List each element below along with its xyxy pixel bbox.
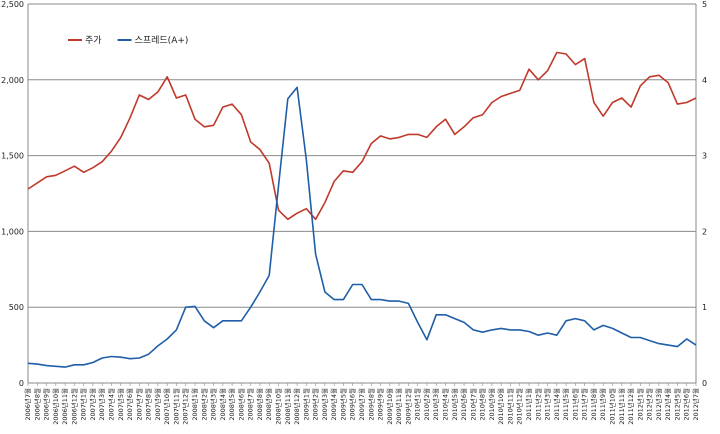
legend-label-1: 주가 [85, 35, 102, 46]
x-tick-label: 2010년4월 [441, 388, 450, 421]
x-tick-label: 2009년10월 [385, 388, 394, 425]
y2-tick-label: 0 [702, 379, 707, 388]
x-tick-label: 2010년6월 [459, 388, 468, 421]
y-axis-left: 0 500 1,000 1,500 2,000 2,500 [1, 0, 24, 388]
x-tick-label: 2008년10월 [274, 388, 283, 425]
x-tick-label: 2011년4월 [552, 388, 561, 421]
x-tick-label: 2008년4월 [218, 388, 227, 421]
y-axis-right: 0 1 2 3 4 5 [702, 0, 707, 388]
x-tick-label: 2008년3월 [209, 388, 218, 421]
x-tick-label: 2010년10월 [496, 388, 505, 425]
x-tick-label: 2011년5월 [561, 388, 570, 421]
y-tick-label: 0 [19, 379, 24, 388]
x-tick-label: 2011년10월 [608, 388, 617, 425]
legend: 주가 스프레드(A+) [68, 35, 188, 46]
x-tick-label: 2010년7월 [468, 388, 477, 421]
x-tick-label: 2012년4월 [663, 388, 672, 421]
x-tick-label: 2011년12월 [626, 388, 635, 425]
x-tick-label: 2007년4월 [107, 388, 116, 421]
gridlines [28, 3, 696, 384]
x-tick-label: 2010년8월 [478, 388, 487, 421]
x-tick-label: 2008년8월 [255, 388, 264, 421]
x-tick-label: 2012년3월 [654, 388, 663, 421]
x-tick-label: 2008년2월 [199, 388, 208, 421]
x-tick-label: 2007년9월 [153, 388, 162, 421]
x-tick-label: 2010년5월 [450, 388, 459, 421]
x-tick-label: 2011년8월 [589, 388, 598, 421]
x-tick-label: 2009년8월 [366, 388, 375, 421]
x-tick-label: 2010년3월 [431, 388, 440, 421]
x-tick-label: 2006년12월 [69, 388, 78, 425]
x-tick-label: 2011년7월 [580, 388, 589, 421]
x-tick-label: 2008년6월 [236, 388, 245, 421]
x-tick-label: 2009년12월 [403, 388, 412, 425]
x-tick-label: 2011년9월 [598, 388, 607, 421]
x-tick-label: 2007년1월 [79, 388, 88, 421]
x-tick-label: 2007년6월 [125, 388, 134, 421]
x-tick-label: 2006년8월 [32, 388, 41, 421]
x-tick-label: 2008년12월 [292, 388, 301, 425]
x-tick-label: 2009년1월 [301, 388, 310, 421]
y-tick-label: 2,500 [1, 0, 24, 9]
x-tick-label: 2011년11월 [617, 388, 626, 425]
x-tick-label: 2006년9월 [42, 388, 51, 421]
y2-tick-label: 3 [702, 152, 707, 161]
x-tick-label: 2006년7월 [23, 388, 32, 421]
x-tick-label: 2012년2월 [645, 388, 654, 421]
x-tick-label: 2012년5월 [672, 388, 681, 421]
x-tick-label: 2006년10월 [51, 388, 60, 425]
x-tick-label: 2008년7월 [246, 388, 255, 421]
x-tick-label: 2007년7월 [134, 388, 143, 421]
y2-tick-label: 5 [702, 0, 707, 9]
x-tick-label: 2008년1월 [190, 388, 199, 421]
x-tick-label: 2011년1월 [524, 388, 533, 421]
x-tick-label: 2008년5월 [227, 388, 236, 421]
y2-tick-label: 2 [702, 227, 707, 236]
x-tick-label: 2007년2월 [88, 388, 97, 421]
x-tick-label: 2006년11월 [60, 388, 69, 425]
x-tick-label: 2009년3월 [320, 388, 329, 421]
series-line-1 [27, 51, 697, 221]
x-tick-label: 2009년9월 [376, 388, 385, 421]
y-tick-label: 1,500 [1, 152, 24, 161]
x-tick-label: 2011년6월 [570, 388, 579, 421]
x-tick-label: 2007년5월 [116, 388, 125, 421]
x-tick-label: 2009년6월 [348, 388, 357, 421]
x-tick-label: 2007년3월 [97, 388, 106, 421]
x-tick-label: 2012년6월 [682, 388, 691, 421]
y-tick-label: 1,000 [1, 227, 24, 236]
legend-label-2: 스프레드(A+) [135, 35, 189, 46]
y-tick-label: 2,000 [1, 76, 24, 85]
x-tick-label: 2011년2월 [533, 388, 542, 421]
x-tick-label: 2012년1월 [635, 388, 644, 421]
x-tick-label: 2009년2월 [311, 388, 320, 421]
x-tick-label: 2012년7월 [691, 388, 700, 421]
x-tick-label: 2009년5월 [338, 388, 347, 421]
y-tick-label: 500 [9, 303, 24, 312]
x-tick-label: 2009년7월 [357, 388, 366, 421]
x-tick-label: 2010년12월 [515, 388, 524, 425]
x-tick-label: 2009년4월 [329, 388, 338, 421]
x-axis: 2006년7월 2006년8월 2006년9월 2006년10월 2006년11월 200… [23, 4, 700, 425]
x-tick-label: 2007년10월 [162, 388, 171, 425]
y2-tick-label: 4 [702, 76, 707, 85]
series-line-2 [27, 86, 697, 368]
x-tick-label: 2008년11월 [283, 388, 292, 425]
series-lines [27, 51, 697, 368]
x-tick-label: 2011년3월 [543, 388, 552, 421]
x-tick-label: 2010년11월 [505, 388, 514, 425]
x-tick-label: 2009년11월 [394, 388, 403, 425]
x-tick-label: 2010년1월 [413, 388, 422, 421]
x-tick-label: 2007년12월 [181, 388, 190, 425]
x-tick-label: 2007년11월 [171, 388, 180, 425]
y2-tick-label: 1 [702, 303, 707, 312]
x-tick-label: 2007년8월 [144, 388, 153, 421]
x-tick-label: 2010년2월 [422, 388, 431, 421]
x-tick-label: 2008년9월 [264, 388, 273, 421]
x-tick-label: 2010년9월 [487, 388, 496, 421]
